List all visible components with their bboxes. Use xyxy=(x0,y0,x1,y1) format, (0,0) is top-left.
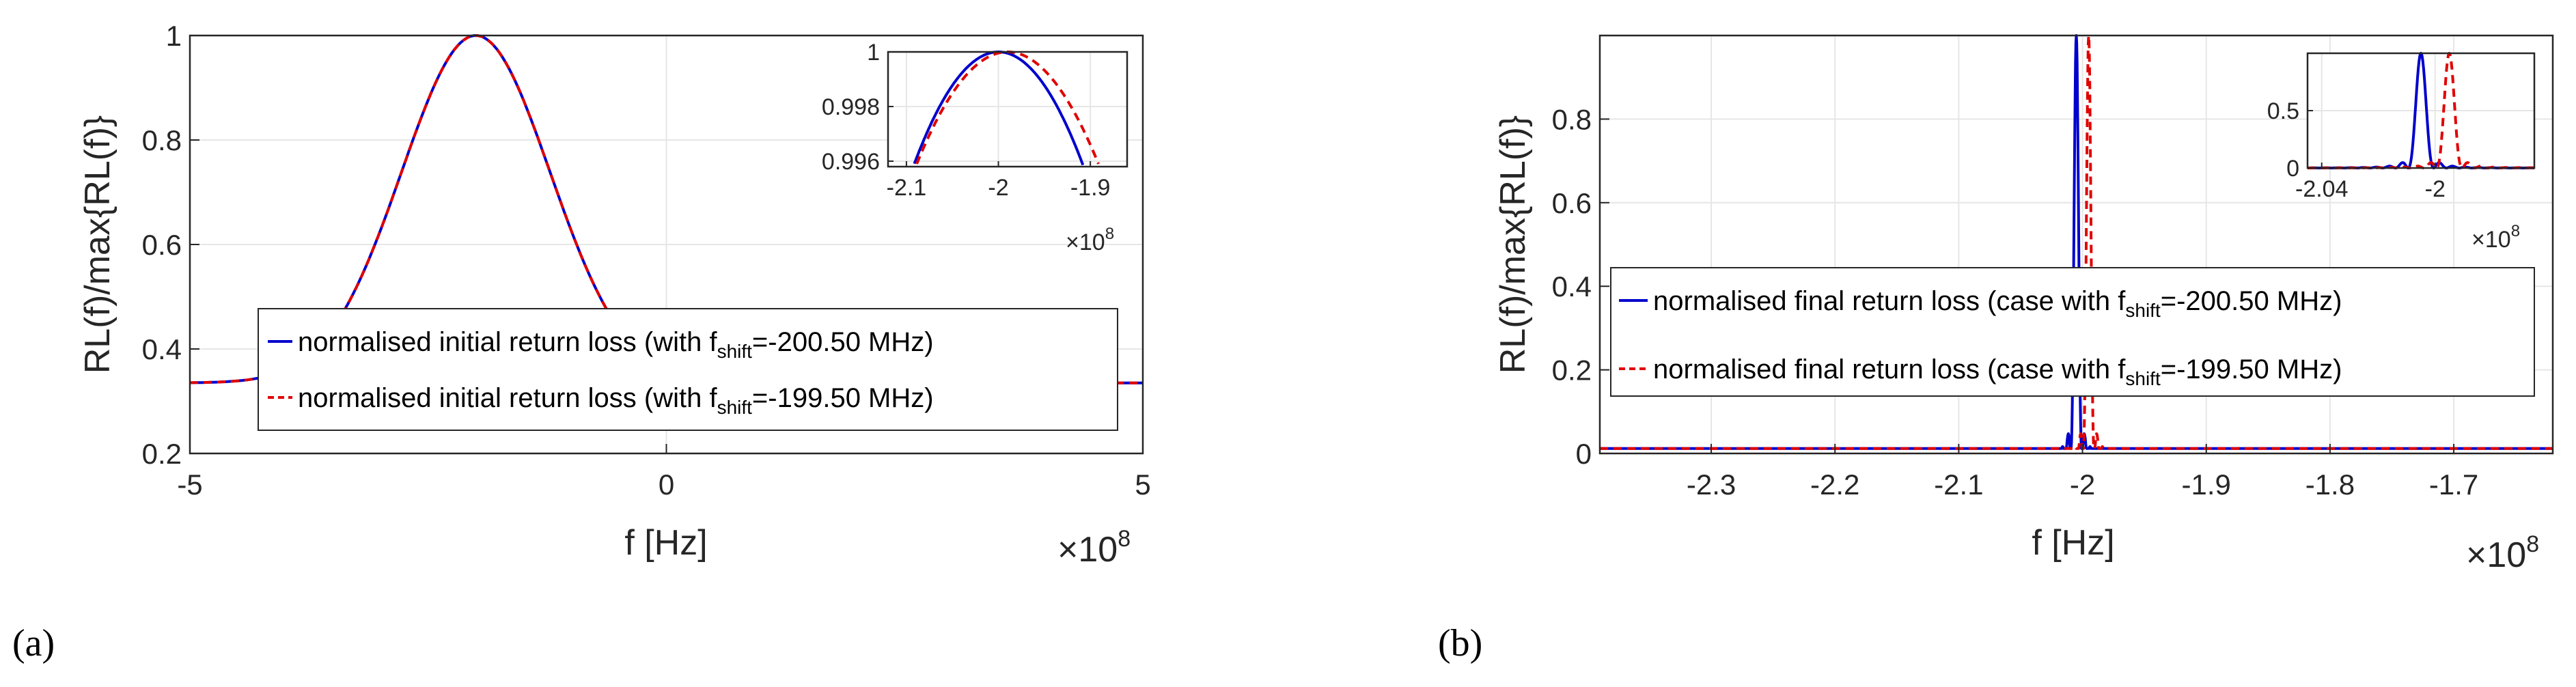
panel-b-inset-ytick-label-1: 0.5 xyxy=(2267,98,2299,124)
panel-a-label: (a) xyxy=(12,622,55,664)
panel-a-inset-ytick-label-1: 0.998 xyxy=(822,94,880,120)
panel-a-legend-box xyxy=(258,308,1118,431)
panel-b-inset: -2.04 -2 0 0.5 ×108 xyxy=(2267,52,2536,253)
panel-b-inset-xtick-label-0: -2.04 xyxy=(2295,176,2349,202)
panel-b-inset-ticks: -2.04 -2 0 0.5 xyxy=(2267,98,2446,202)
panel-a: -5 0 5 0.2 0.4 0.6 0.8 1 f [Hz] RL(f)/max{RL(f)… xyxy=(12,20,1151,664)
panel-a-inset-xtick-label-2: -1.9 xyxy=(1070,175,1111,201)
panel-a-inset-xtick-label-0: -2.1 xyxy=(887,175,927,201)
panel-b-legend-box xyxy=(1610,267,2535,397)
panel-b-ticks: -2.3 -2.2 -2.1 -2 -1.9 -1.8 -1.7 0 0.2 0.4 0.6 0.8 xyxy=(1552,103,2479,501)
panel-a-xtick-label-1: 0 xyxy=(659,468,674,501)
panel-b-inset-xtick-label-1: -2 xyxy=(2425,176,2446,202)
panel-a-inset-frame xyxy=(887,51,1128,168)
panel-a-xtick-label-0: -5 xyxy=(177,468,202,501)
panel-b-xtick-label-3: -2 xyxy=(2070,468,2095,501)
panel-b-xtick-label-0: -2.3 xyxy=(1687,468,1736,501)
panel-a-inset-ytick-label-0: 0.996 xyxy=(822,149,880,175)
panel-b-ytick-label-1: 0.2 xyxy=(1552,354,1592,387)
panel-b-series-1 xyxy=(1598,34,2554,450)
panel-b-legend-entry-1: normalised final return loss (case with … xyxy=(1653,286,2342,321)
panel-a-inset: -2.1 -2 -1.9 0.996 0.998 1 ×108 xyxy=(822,40,1128,255)
panel-b-inset-x-multiplier: ×108 xyxy=(2471,222,2520,253)
panel-a-xlabel: f [Hz] xyxy=(624,523,707,563)
panel-b-xtick-label-5: -1.8 xyxy=(2305,468,2355,501)
panel-b-inset-series-1 xyxy=(2306,52,2536,169)
panel-a-ytick-label-2: 0.6 xyxy=(142,229,182,261)
panel-b-x-multiplier: ×108 xyxy=(2466,531,2539,575)
panel-a-inset-ticks: -2.1 -2 -1.9 0.996 0.998 1 xyxy=(822,40,1111,201)
panel-b-plot-frame xyxy=(1598,34,2554,455)
panel-b-xtick-label-4: -1.9 xyxy=(2182,468,2231,501)
panel-b-xtick-label-1: -2.2 xyxy=(1810,468,1859,501)
panel-a-ylabel: RL(f)/max{RL(f)} xyxy=(78,115,117,374)
panel-b-xlabel: f [Hz] xyxy=(2032,523,2114,563)
panel-b: -2.3 -2.2 -2.1 -2 -1.9 -1.8 -1.700.20.40.60.8 … xyxy=(1438,34,2554,664)
panel-a-ytick-label-4: 1 xyxy=(166,20,182,52)
panel-a-inset-xtick-label-1: -2 xyxy=(988,175,1008,201)
panel-b-ytick-label-0: 0 xyxy=(1576,438,1592,470)
panel-b-legend-entry-2: normalised final return loss (case with … xyxy=(1653,354,2342,389)
panel-b-ytick-label-4: 0.8 xyxy=(1552,103,1592,135)
panel-a-legend-entry-2: normalised initial return loss (with fsh… xyxy=(298,383,934,418)
panel-a-ticks: -5 0 5 0.2 0.4 0.6 0.8 1 xyxy=(142,20,1151,501)
panel-b-inset-ytick-label-0: 0 xyxy=(2286,156,2299,182)
panel-a-x-multiplier: ×108 xyxy=(1057,526,1131,570)
panel-a-xtick-label-2: 5 xyxy=(1135,468,1150,501)
panel-b-xtick-label-6: -1.7 xyxy=(2429,468,2478,501)
panel-a-ytick-label-3: 0.8 xyxy=(142,124,182,156)
panel-a-legend: normalised initial return loss (with fsh… xyxy=(258,308,1118,431)
panel-b-label: (b) xyxy=(1438,622,1482,664)
panel-a-inset-background xyxy=(888,52,1127,167)
panel-a-inset-x-multiplier: ×108 xyxy=(1066,225,1114,255)
panel-b-ytick-label-2: 0.4 xyxy=(1552,270,1592,303)
panel-a-ytick-label-0: 0.2 xyxy=(142,438,182,470)
panel-b-ylabel: RL(f)/max{RL(f)} xyxy=(1493,115,1533,374)
panel-a-legend-entry-1: normalised initial return loss (with fsh… xyxy=(298,327,934,362)
panel-b-xtick-label-2: -2.1 xyxy=(1934,468,1983,501)
panel-b-ytick-label-3: 0.6 xyxy=(1552,187,1592,219)
panel-a-inset-ytick-label-2: 1 xyxy=(867,40,880,66)
panel-b-legend: normalised final return loss (case with … xyxy=(1610,267,2535,397)
panel-a-ytick-label-1: 0.4 xyxy=(142,333,182,365)
